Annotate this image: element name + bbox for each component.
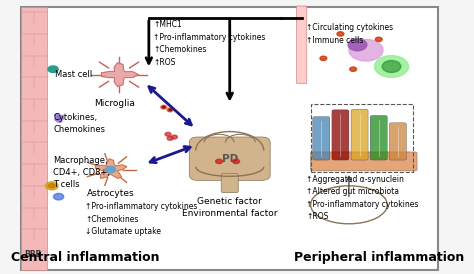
FancyBboxPatch shape bbox=[21, 7, 268, 270]
FancyBboxPatch shape bbox=[370, 116, 387, 160]
FancyBboxPatch shape bbox=[281, 7, 438, 270]
Circle shape bbox=[172, 135, 177, 139]
Text: Macrophage,
CD4+, CD8+,
T cells: Macrophage, CD4+, CD8+, T cells bbox=[53, 156, 110, 189]
Circle shape bbox=[54, 193, 64, 200]
Text: Cytokines,
Chemokines: Cytokines, Chemokines bbox=[53, 113, 105, 134]
Text: Microglia: Microglia bbox=[94, 99, 135, 108]
Circle shape bbox=[233, 159, 239, 164]
Text: ↑MHC1
↑Pro-inflammatory cytokines
↑Chemokines
↑ROS: ↑MHC1 ↑Pro-inflammatory cytokines ↑Chemo… bbox=[153, 20, 265, 67]
Text: ↑Aggregated α-synuclein
↑Altered gut microbiota
↑Pro-inflammatory cytokines
↑ROS: ↑Aggregated α-synuclein ↑Altered gut mic… bbox=[306, 175, 419, 221]
Text: Central inflammation: Central inflammation bbox=[11, 252, 159, 264]
Text: Peripheral inflammation: Peripheral inflammation bbox=[293, 252, 464, 264]
FancyBboxPatch shape bbox=[389, 123, 406, 160]
FancyBboxPatch shape bbox=[21, 7, 46, 270]
Circle shape bbox=[167, 136, 173, 140]
Circle shape bbox=[48, 66, 58, 72]
Circle shape bbox=[55, 114, 60, 117]
Text: ↑Pro-inflammatory cytokines
↑Chemokines
↓Glutamate uptake: ↑Pro-inflammatory cytokines ↑Chemokines … bbox=[85, 202, 197, 236]
FancyBboxPatch shape bbox=[221, 174, 238, 193]
Circle shape bbox=[349, 39, 383, 61]
Circle shape bbox=[105, 166, 116, 173]
FancyBboxPatch shape bbox=[189, 137, 270, 180]
Circle shape bbox=[165, 132, 171, 136]
Text: ↑Circulating cytokines
↑Immune cells: ↑Circulating cytokines ↑Immune cells bbox=[306, 23, 393, 45]
Circle shape bbox=[382, 61, 401, 72]
Circle shape bbox=[216, 159, 222, 164]
FancyBboxPatch shape bbox=[351, 109, 368, 160]
FancyBboxPatch shape bbox=[313, 117, 330, 160]
Circle shape bbox=[320, 56, 327, 61]
Circle shape bbox=[163, 106, 165, 108]
Circle shape bbox=[57, 119, 62, 122]
Text: Astrocytes: Astrocytes bbox=[87, 189, 134, 198]
FancyBboxPatch shape bbox=[21, 7, 438, 270]
Circle shape bbox=[375, 37, 382, 42]
FancyBboxPatch shape bbox=[297, 6, 307, 84]
Text: BBB: BBB bbox=[25, 250, 42, 259]
Polygon shape bbox=[101, 63, 138, 87]
Circle shape bbox=[46, 182, 58, 190]
FancyBboxPatch shape bbox=[332, 110, 349, 160]
Polygon shape bbox=[95, 159, 127, 178]
Circle shape bbox=[55, 118, 60, 121]
Circle shape bbox=[59, 116, 64, 120]
FancyBboxPatch shape bbox=[310, 152, 417, 171]
Circle shape bbox=[57, 115, 62, 118]
Circle shape bbox=[169, 109, 172, 111]
Circle shape bbox=[161, 105, 167, 109]
Text: Genetic factor
Environmental factor: Genetic factor Environmental factor bbox=[182, 197, 277, 218]
Text: Mast cell: Mast cell bbox=[55, 70, 92, 79]
Circle shape bbox=[337, 32, 344, 36]
Circle shape bbox=[374, 56, 409, 77]
Circle shape bbox=[167, 108, 173, 112]
Circle shape bbox=[348, 39, 367, 51]
Circle shape bbox=[48, 184, 55, 188]
Text: PD: PD bbox=[222, 154, 238, 164]
Circle shape bbox=[350, 67, 356, 71]
